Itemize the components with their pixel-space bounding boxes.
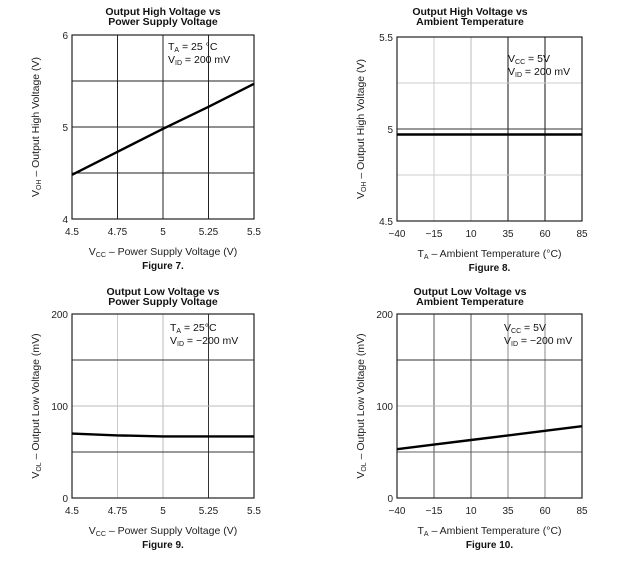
figure-caption: Figure 7. xyxy=(142,261,184,272)
x-tick-label: 5 xyxy=(160,227,166,238)
x-tick-label: 5.25 xyxy=(199,227,219,238)
y-axis-label: VOH – Output High Voltage (V) xyxy=(355,59,368,199)
x-tick-label: 5.5 xyxy=(247,506,261,517)
y-tick-label: 6 xyxy=(62,31,68,42)
x-tick-label: −15 xyxy=(426,506,443,517)
x-tick-label: 35 xyxy=(502,506,514,517)
y-tick-label: 100 xyxy=(376,402,393,413)
y-tick-label: 4.5 xyxy=(379,217,393,228)
y-tick-label: 4 xyxy=(62,215,68,226)
chart-title-line: Ambient Temperature xyxy=(416,16,524,28)
y-tick-label: 200 xyxy=(376,310,393,321)
condition-annotation: VCC = 5V xyxy=(504,322,546,335)
x-axis-label: TA – Ambient Temperature (°C) xyxy=(417,525,561,538)
condition-annotation: VID = 200 mV xyxy=(508,66,570,79)
x-tick-label: 60 xyxy=(539,229,551,240)
condition-annotation: TA = 25°C xyxy=(170,322,217,335)
condition-annotation: VID = 200 mV xyxy=(168,54,230,67)
x-tick-label: 4.75 xyxy=(108,506,128,517)
x-tick-label: 85 xyxy=(576,506,588,517)
chart-title-line: Output High Voltage vs xyxy=(105,6,220,18)
y-tick-label: 0 xyxy=(387,494,393,505)
y-tick-label: 0 xyxy=(62,494,68,505)
y-axis-label: VOH – Output High Voltage (V) xyxy=(30,57,43,197)
x-tick-label: 4.75 xyxy=(108,227,128,238)
chart-title-line: Power Supply Voltage xyxy=(108,296,218,308)
x-tick-label: 4.5 xyxy=(65,227,79,238)
condition-annotation: TA = 25 °C xyxy=(168,41,218,54)
x-axis-label: VCC – Power Supply Voltage (V) xyxy=(89,525,237,538)
x-axis-label: VCC – Power Supply Voltage (V) xyxy=(89,246,237,259)
chart-title-line: Ambient Temperature xyxy=(416,296,524,308)
chart-title-line: Output Low Voltage vs xyxy=(107,286,220,298)
figure-caption: Figure 8. xyxy=(469,263,511,274)
y-tick-label: 100 xyxy=(51,402,68,413)
y-axis-label: VOL – Output Low Voltage (mV) xyxy=(355,333,368,478)
y-axis-label: VOL – Output Low Voltage (mV) xyxy=(30,333,43,478)
series-line xyxy=(396,425,583,451)
y-tick-label: 5 xyxy=(62,123,68,134)
plot-frame xyxy=(396,313,583,499)
x-tick-label: 10 xyxy=(465,229,477,240)
x-tick-label: −40 xyxy=(389,229,406,240)
x-tick-label: 5.25 xyxy=(199,506,219,517)
chart-title-line: Output High Voltage vs xyxy=(412,6,527,18)
plot-frame xyxy=(71,313,255,499)
condition-annotation: VID = −200 mV xyxy=(504,335,572,348)
series-line xyxy=(71,82,255,176)
series-line xyxy=(71,432,254,438)
plot-frame xyxy=(71,34,255,220)
x-axis-label: TA – Ambient Temperature (°C) xyxy=(417,248,561,261)
x-tick-label: 60 xyxy=(539,506,551,517)
x-tick-label: −15 xyxy=(426,229,443,240)
x-tick-label: 10 xyxy=(465,506,477,517)
chart-title-line: Power Supply Voltage xyxy=(108,16,218,28)
chart-title-line: Output Low Voltage vs xyxy=(414,286,527,298)
plot-frame xyxy=(396,36,583,222)
x-tick-label: 35 xyxy=(502,229,514,240)
x-tick-label: 4.5 xyxy=(65,506,79,517)
y-tick-label: 5.5 xyxy=(379,33,393,44)
figure-caption: Figure 10. xyxy=(466,540,513,551)
x-tick-label: 5.5 xyxy=(247,227,261,238)
y-tick-label: 5 xyxy=(387,125,393,136)
condition-annotation: VID = −200 mV xyxy=(170,335,238,348)
figure-caption: Figure 9. xyxy=(142,540,184,551)
y-tick-label: 200 xyxy=(51,310,68,321)
x-tick-label: 85 xyxy=(576,229,588,240)
x-tick-label: 5 xyxy=(160,506,166,517)
condition-annotation: VCC = 5V xyxy=(508,53,550,66)
x-tick-label: −40 xyxy=(389,506,406,517)
